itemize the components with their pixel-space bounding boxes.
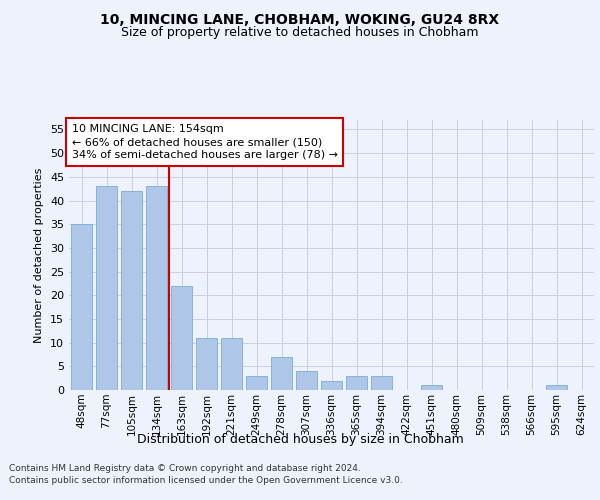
Bar <box>421 386 442 390</box>
Text: Size of property relative to detached houses in Chobham: Size of property relative to detached ho… <box>121 26 479 39</box>
Text: Contains public sector information licensed under the Open Government Licence v3: Contains public sector information licen… <box>9 476 403 485</box>
Bar <box>321 380 342 390</box>
Bar <box>221 338 242 390</box>
Bar <box>371 376 392 390</box>
Bar <box>196 338 217 390</box>
Text: Contains HM Land Registry data © Crown copyright and database right 2024.: Contains HM Land Registry data © Crown c… <box>9 464 361 473</box>
Bar <box>246 376 267 390</box>
Bar <box>271 357 292 390</box>
Text: 10 MINCING LANE: 154sqm
← 66% of detached houses are smaller (150)
34% of semi-d: 10 MINCING LANE: 154sqm ← 66% of detache… <box>71 124 338 160</box>
Bar <box>171 286 192 390</box>
Bar <box>96 186 117 390</box>
Text: Distribution of detached houses by size in Chobham: Distribution of detached houses by size … <box>137 432 463 446</box>
Bar <box>546 386 567 390</box>
Bar <box>146 186 167 390</box>
Bar <box>121 191 142 390</box>
Bar <box>346 376 367 390</box>
Text: 10, MINCING LANE, CHOBHAM, WOKING, GU24 8RX: 10, MINCING LANE, CHOBHAM, WOKING, GU24 … <box>100 12 500 26</box>
Bar <box>71 224 92 390</box>
Bar <box>296 371 317 390</box>
Y-axis label: Number of detached properties: Number of detached properties <box>34 168 44 342</box>
